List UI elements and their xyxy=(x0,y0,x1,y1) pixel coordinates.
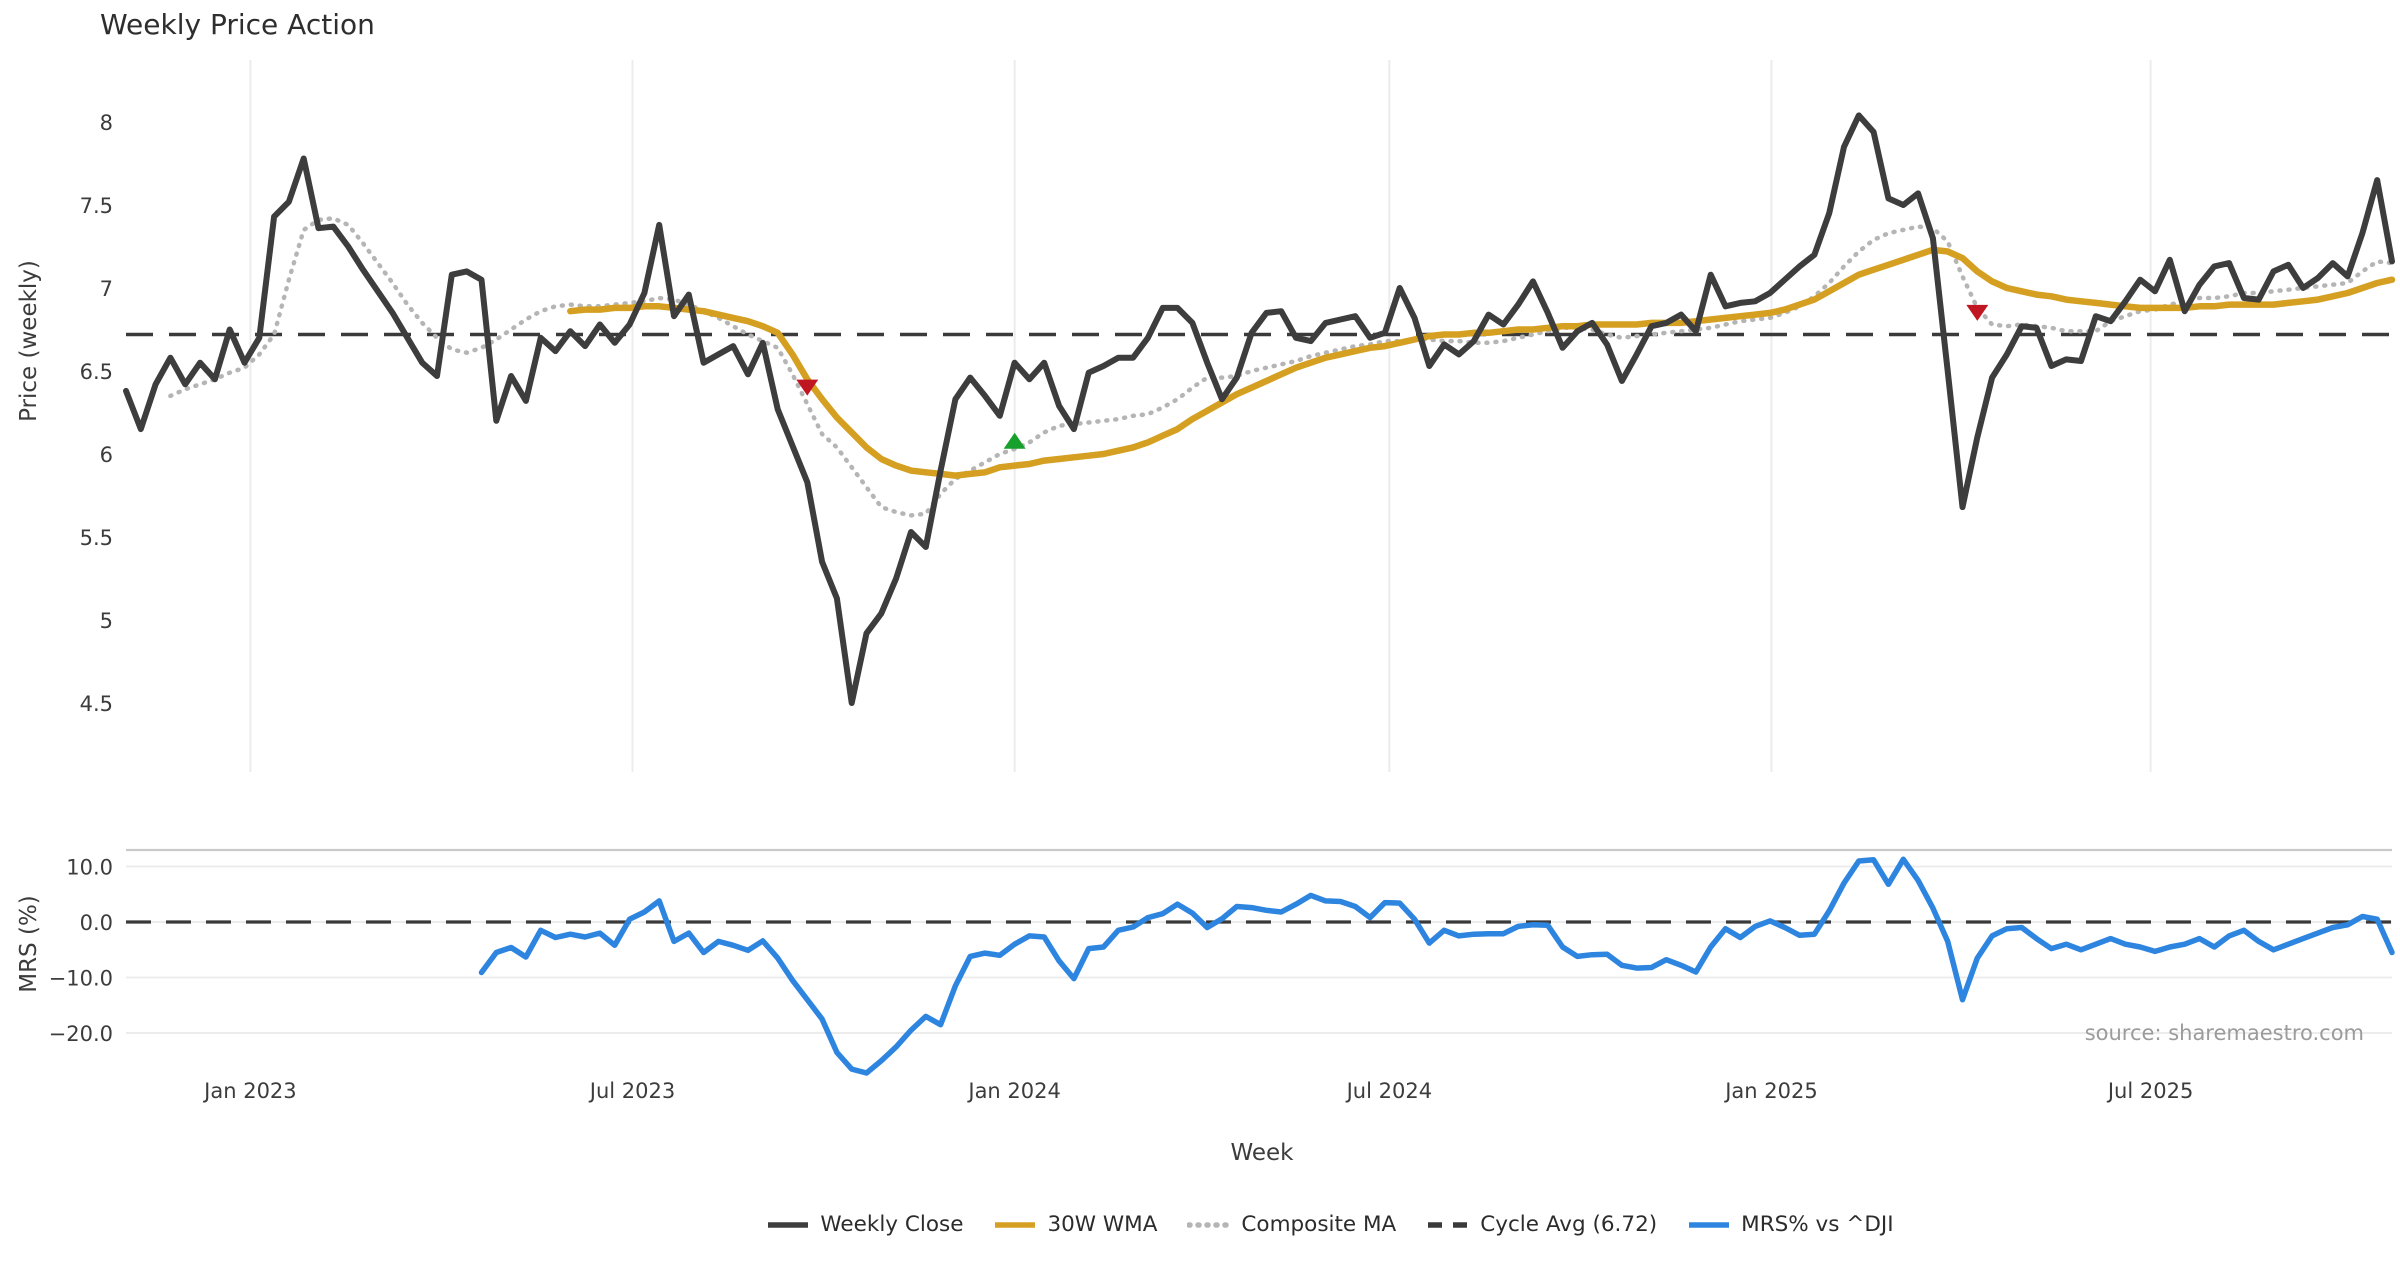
legend-swatch-icon xyxy=(995,1221,1036,1228)
price-tick-label: 5 xyxy=(100,609,113,633)
sell-signal-icon xyxy=(796,379,819,396)
legend-label: 30W WMA xyxy=(1047,1212,1158,1237)
gridlines xyxy=(126,60,2392,1034)
source-credit: source: sharemaestro.com xyxy=(2085,1021,2364,1045)
legend-label: Weekly Close xyxy=(820,1212,964,1237)
legend-label: Cycle Avg (6.72) xyxy=(1480,1212,1658,1237)
price-axis-label: Price (weekly) xyxy=(16,260,42,422)
mrs-tick-label: −20.0 xyxy=(49,1022,113,1046)
sell-signal-icon xyxy=(1966,304,1989,321)
price-tick-label: 6 xyxy=(100,443,113,467)
legend-item-30w-wma: 30W WMA xyxy=(993,1212,1157,1237)
legend-item-composite-ma: Composite MA xyxy=(1187,1212,1396,1237)
legend-swatch-icon xyxy=(1428,1221,1469,1228)
mrs-tick-label: 10.0 xyxy=(66,856,113,880)
price-tick-label: 8 xyxy=(100,111,113,135)
mrs-axis-label: MRS (%) xyxy=(16,895,42,993)
tick-labels: Jan 2023 Jul 2023 Jan 2024 Jul 2024 Jan 2025… xyxy=(49,111,2194,1103)
composite-ma-line xyxy=(168,216,2395,518)
chart-legend: Weekly Close 30W WMA Composite MA Cycle Avg… xyxy=(0,1212,2400,1237)
price-tick-label: 7.5 xyxy=(80,194,113,218)
wma-30w-line xyxy=(567,246,2396,479)
x-tick-label: Jan 2023 xyxy=(202,1079,297,1103)
x-tick-label: Jul 2023 xyxy=(588,1079,675,1103)
x-tick-label: Jul 2025 xyxy=(2106,1079,2193,1103)
legend-label: Composite MA xyxy=(1241,1212,1397,1237)
legend-swatch-icon xyxy=(1689,1221,1730,1228)
mrs-line xyxy=(478,856,2395,1076)
price-tick-label: 4.5 xyxy=(80,692,113,716)
legend-swatch-icon xyxy=(768,1221,809,1228)
weekly-close-line xyxy=(123,112,2395,706)
x-tick-label: Jan 2025 xyxy=(1723,1079,1818,1103)
x-axis-label: Week xyxy=(1230,1140,1294,1166)
legend-item-weekly-close: Weekly Close xyxy=(766,1212,963,1237)
mrs-tick-label: −10.0 xyxy=(49,967,113,991)
price-tick-label: 5.5 xyxy=(80,526,113,550)
price-tick-label: 7 xyxy=(100,277,113,301)
legend-item-mrs-vs-dji: MRS% vs ^DJI xyxy=(1687,1212,1894,1237)
mrs-tick-label: 0.0 xyxy=(80,911,113,935)
x-tick-label: Jul 2024 xyxy=(1345,1079,1432,1103)
chart-title: Weekly Price Action xyxy=(100,8,375,41)
series-lines xyxy=(123,112,2396,1076)
buy-signal-icon xyxy=(1003,432,1026,449)
x-tick-label: Jan 2024 xyxy=(966,1079,1061,1103)
legend-swatch-icon xyxy=(1187,1221,1232,1228)
price-tick-label: 6.5 xyxy=(80,360,113,384)
signal-markers xyxy=(796,304,1989,449)
legend-item-cycle-avg-6-72-: Cycle Avg (6.72) xyxy=(1426,1212,1657,1237)
legend-label: MRS% vs ^DJI xyxy=(1741,1212,1894,1237)
